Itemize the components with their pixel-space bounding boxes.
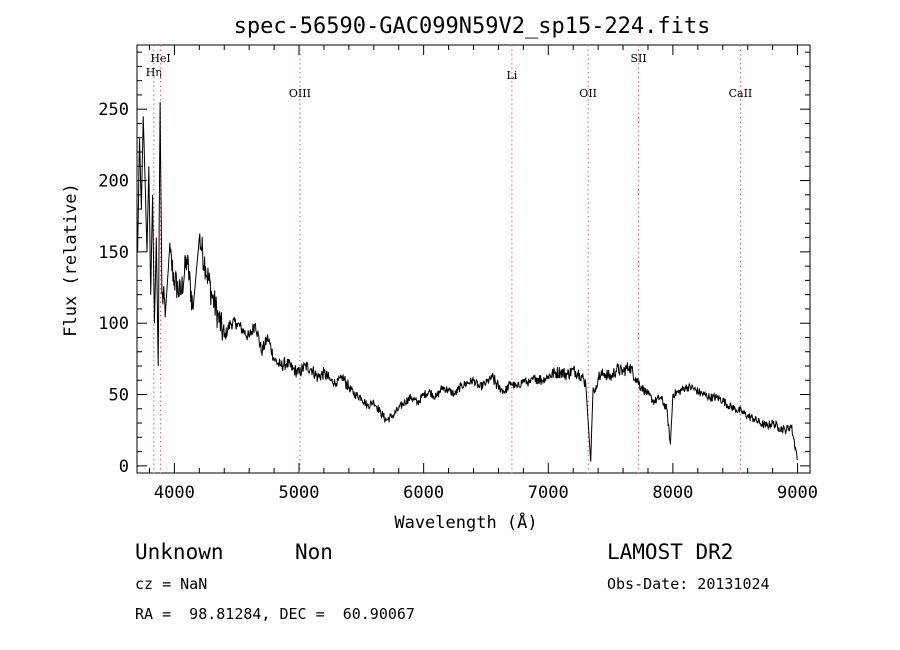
x-tick-label: 8000: [652, 483, 693, 503]
x-tick-label: 5000: [279, 483, 320, 503]
y-tick-label: 250: [98, 100, 129, 120]
y-tick-label: 50: [109, 386, 129, 406]
coordinates-readout: RA = 98.81284, DEC = 60.90067: [135, 605, 415, 623]
y-tick-label: 100: [98, 314, 129, 334]
spectral-line-label: Hη: [146, 66, 162, 79]
plot-frame: [136, 44, 811, 474]
plot-area: 4000 5000 6000 7000 8000 9000 0 50 100 150 200 250 H…: [98, 44, 818, 503]
spectral-line-label: OII: [579, 87, 597, 100]
redshift-readout: cz = NaN: [135, 575, 208, 593]
object-subclass: Non: [295, 540, 333, 564]
x-tick-label: 9000: [777, 483, 818, 503]
object-class: Unknown: [135, 540, 224, 564]
x-tick-label: 6000: [403, 483, 444, 503]
x-tick-label: 4000: [154, 483, 195, 503]
chart-title: spec-56590-GAC099N59V2_sp15-224.fits: [234, 14, 711, 39]
observation-date: Obs-Date: 20131024: [607, 575, 770, 593]
spectral-line-label: SII: [631, 52, 647, 65]
x-tick-label: 7000: [528, 483, 569, 503]
y-tick-label: 0: [119, 457, 129, 477]
spectral-line-label: HeI: [150, 52, 170, 65]
spectral-line-label: OIII: [289, 87, 311, 100]
y-axis-label: Flux (relative): [61, 183, 81, 337]
y-tick-label: 200: [98, 172, 129, 192]
y-tick-label: 150: [98, 243, 129, 263]
spectrum-series-line: [137, 102, 798, 462]
spectral-line-label: Li: [506, 69, 517, 82]
spectral-line-label: CaII: [729, 87, 753, 100]
survey-label: LAMOST DR2: [607, 540, 734, 564]
x-axis-label: Wavelength (Å): [394, 511, 537, 533]
